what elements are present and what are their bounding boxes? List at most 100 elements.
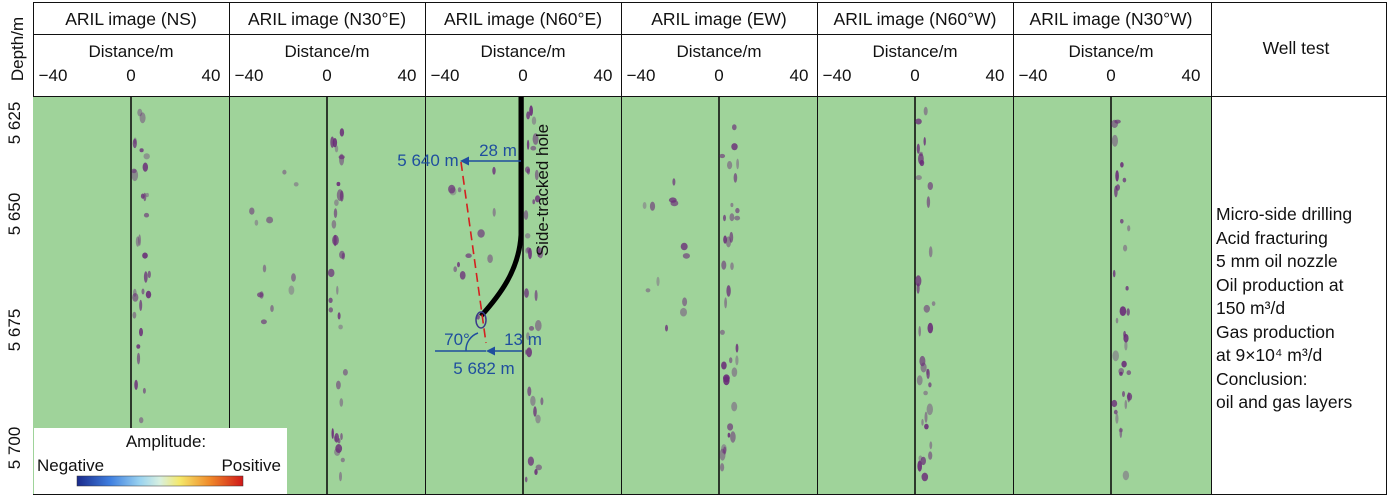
anomaly-spots xyxy=(448,105,544,483)
anomaly-spot xyxy=(260,319,267,325)
anomaly-spot xyxy=(336,189,344,201)
top-depth-label: 5 640 m xyxy=(397,151,458,170)
anomaly-spot xyxy=(1111,399,1118,408)
anomaly-spot xyxy=(528,247,532,260)
anomaly-spot xyxy=(734,215,741,221)
anomaly-spot xyxy=(721,361,727,370)
anomaly-spot xyxy=(721,260,727,270)
distance-tick: −40 xyxy=(39,66,68,85)
legend-title: Amplitude: xyxy=(126,432,206,451)
anomaly-spot xyxy=(132,293,139,302)
anomaly-spot xyxy=(328,307,333,313)
anomaly-spot xyxy=(270,305,274,312)
anomaly-spot xyxy=(136,344,141,349)
anomaly-spot xyxy=(735,207,740,214)
anomaly-spot xyxy=(540,397,544,406)
anomaly-spot xyxy=(923,137,926,146)
anomaly-spot xyxy=(729,357,733,364)
anomaly-spot xyxy=(135,236,140,247)
anomaly-spot xyxy=(928,382,932,388)
anomaly-spot xyxy=(1119,371,1123,376)
anomaly-spot xyxy=(526,111,530,120)
distance-label: Distance/m xyxy=(676,42,761,61)
anomaly-spot xyxy=(526,347,532,358)
anomaly-spot xyxy=(537,246,541,258)
anomaly-spot xyxy=(487,254,493,263)
anomaly-spot xyxy=(449,187,457,196)
anomaly-spot xyxy=(137,108,143,117)
anomaly-spot xyxy=(534,469,538,475)
legend-positive: Positive xyxy=(221,456,281,475)
anomaly-spot xyxy=(339,471,342,482)
anomaly-spot xyxy=(532,199,535,205)
anomaly-spot xyxy=(926,196,931,209)
anomaly-spot xyxy=(332,138,338,148)
well-test-line: at 9×10⁴ m³/d xyxy=(1216,345,1323,365)
distance-tick: −40 xyxy=(823,66,852,85)
anomaly-spot xyxy=(1126,370,1132,376)
anomaly-spot xyxy=(730,262,734,271)
anomaly-spot xyxy=(723,235,727,244)
anomaly-spot xyxy=(1123,330,1126,338)
anomaly-spot xyxy=(328,297,333,303)
anomaly-spot xyxy=(735,343,739,353)
well-test-line: oil and gas layers xyxy=(1216,392,1353,412)
depth-tick: 5 700 xyxy=(5,427,24,470)
anomaly-spot xyxy=(921,418,924,426)
anomaly-spot xyxy=(918,153,924,165)
anomaly-spot xyxy=(926,368,929,376)
anomaly-spot xyxy=(334,199,339,206)
anomaly-spot xyxy=(335,444,343,453)
anomaly-spot xyxy=(733,173,738,183)
anomaly-spot xyxy=(731,367,738,378)
anomaly-spot xyxy=(533,406,537,417)
anomaly-spot xyxy=(282,169,287,175)
well-test-line: Micro-side drilling xyxy=(1216,204,1353,224)
anomaly-spot xyxy=(342,369,348,376)
anomaly-spot xyxy=(528,326,535,331)
well-test-line: Acid fracturing xyxy=(1216,227,1328,248)
anomaly-spot xyxy=(139,148,144,153)
panel-title: ARIL image (NS) xyxy=(65,9,197,29)
anomaly-spot xyxy=(721,444,727,454)
well-test-line: 5 mm oil nozzle xyxy=(1216,251,1338,271)
anomaly-spot xyxy=(731,143,738,151)
anomaly-spot xyxy=(923,106,928,116)
anomaly-spot xyxy=(1126,308,1130,316)
anomaly-spot xyxy=(136,352,141,365)
anomaly-spots xyxy=(249,128,348,482)
distance-tick: 40 xyxy=(1182,66,1201,85)
anomaly-spot xyxy=(337,438,341,444)
anomaly-spot xyxy=(139,327,143,337)
anomaly-spot xyxy=(1124,399,1128,410)
anomaly-spot xyxy=(727,423,734,431)
anomaly-spot xyxy=(535,464,542,471)
anomaly-spot xyxy=(921,472,929,482)
anomaly-spot xyxy=(293,182,299,187)
anomaly-spot xyxy=(525,233,531,239)
anomaly-spot xyxy=(719,329,725,335)
anomaly-spot xyxy=(923,390,928,396)
anomaly-spot xyxy=(530,395,536,406)
anomaly-spot xyxy=(134,379,138,390)
anomaly-spot xyxy=(918,326,921,337)
anomaly-spot xyxy=(672,178,676,186)
anomaly-spots xyxy=(1111,119,1133,481)
anomaly-spot xyxy=(532,133,539,145)
anomaly-spot xyxy=(917,460,922,472)
anomaly-spot xyxy=(141,288,145,295)
anomaly-spot xyxy=(649,201,656,211)
distance-label: Distance/m xyxy=(872,42,957,61)
well-test-line: Gas production xyxy=(1216,321,1335,342)
anomaly-spot xyxy=(1118,428,1123,433)
anomaly-spot xyxy=(730,431,736,443)
anomaly-spot xyxy=(682,297,688,307)
anomaly-spot xyxy=(1115,317,1119,324)
anomaly-spot xyxy=(333,435,338,442)
anomaly-spot xyxy=(337,312,341,320)
anomaly-spot xyxy=(331,220,337,229)
distance-label: Distance/m xyxy=(480,42,565,61)
anomaly-spot xyxy=(262,264,267,273)
anomaly-spot xyxy=(723,214,726,222)
anomaly-spot xyxy=(338,324,343,330)
